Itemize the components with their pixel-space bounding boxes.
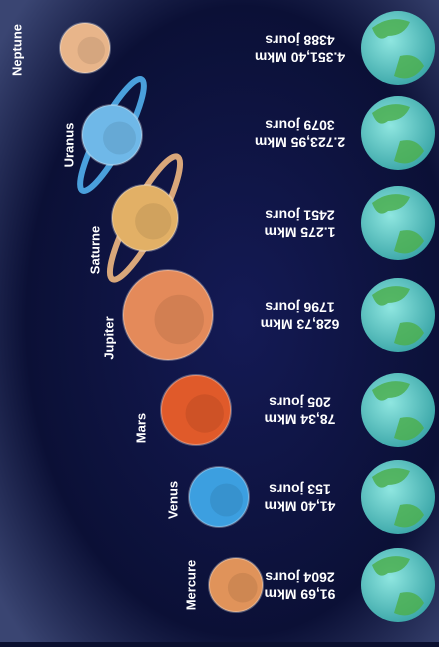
distance: 4.351,40 Mkm bbox=[255, 49, 345, 65]
planet bbox=[59, 22, 111, 74]
distance: 41,40 Mkm bbox=[265, 498, 336, 514]
earth-land bbox=[372, 194, 424, 254]
duration: 3079 jours bbox=[265, 117, 334, 133]
distance: 78,34 Mkm bbox=[265, 411, 336, 427]
duration: 2604 jours bbox=[265, 569, 334, 585]
planet-shade bbox=[135, 203, 172, 240]
earth-land bbox=[372, 381, 424, 441]
planet bbox=[122, 269, 214, 361]
planet-shade bbox=[103, 121, 136, 155]
duration: 1796 jours bbox=[265, 299, 334, 315]
planet-shade bbox=[210, 483, 243, 517]
distance: 91,69 Mkm bbox=[265, 586, 336, 602]
earth-land bbox=[372, 468, 424, 528]
planet-name: Uranus bbox=[61, 123, 76, 168]
earth-land bbox=[372, 104, 424, 164]
planet bbox=[111, 184, 179, 252]
earth-land bbox=[372, 19, 424, 79]
planet-name: Mars bbox=[133, 413, 148, 443]
planet bbox=[81, 104, 143, 166]
earth-land bbox=[372, 556, 424, 616]
planet bbox=[188, 466, 250, 528]
earth-land bbox=[372, 286, 424, 346]
planet-name: Venus bbox=[165, 481, 180, 519]
planet-shade bbox=[154, 294, 204, 345]
planet-name: Jupiter bbox=[101, 316, 116, 359]
planet-shade bbox=[185, 394, 224, 433]
duration: 2451 jours bbox=[265, 207, 334, 223]
planet-name: Neptune bbox=[9, 24, 24, 76]
planet-name: Saturne bbox=[87, 226, 102, 274]
planet-shade bbox=[77, 36, 105, 65]
planet-shade bbox=[227, 572, 258, 603]
duration: 4388 jours bbox=[265, 32, 334, 48]
duration: 205 jours bbox=[269, 394, 331, 410]
distance: 1.275 Mkm bbox=[265, 224, 336, 240]
planet bbox=[208, 557, 264, 613]
planet bbox=[160, 374, 232, 446]
planet-name: Mercure bbox=[183, 560, 198, 611]
distance: 2.723,95 Mkm bbox=[255, 134, 345, 150]
distance: 628,73 Mkm bbox=[261, 316, 340, 332]
duration: 153 jours bbox=[269, 481, 331, 497]
